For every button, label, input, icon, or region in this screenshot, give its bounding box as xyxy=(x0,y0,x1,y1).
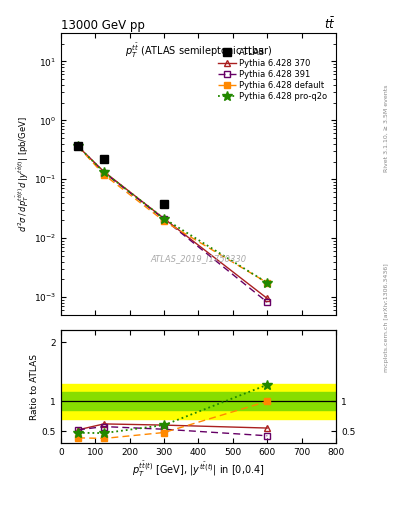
Text: Rivet 3.1.10, ≥ 3.5M events: Rivet 3.1.10, ≥ 3.5M events xyxy=(384,84,389,172)
Pythia 6.428 pro-q2o xyxy=(76,143,81,150)
Line: Pythia 6.428 391: Pythia 6.428 391 xyxy=(75,143,270,305)
Pythia 6.428 default xyxy=(76,143,81,150)
Y-axis label: $d^2\sigma\,/\,dp_T^{t\bar{t}(t)}\,d\,|y^{t\bar{t}(t)}|$ [pb/GeV]: $d^2\sigma\,/\,dp_T^{t\bar{t}(t)}\,d\,|y… xyxy=(14,116,31,232)
Pythia 6.428 pro-q2o xyxy=(101,169,106,175)
Pythia 6.428 default xyxy=(265,280,270,286)
Pythia 6.428 370 xyxy=(265,295,270,302)
Pythia 6.428 391 xyxy=(162,216,167,222)
Pythia 6.428 370 xyxy=(162,216,167,222)
X-axis label: $p_T^{t\bar{t}(t)}$ [GeV], $|y^{t\bar{t}(t)}|$ in [0,0.4]: $p_T^{t\bar{t}(t)}$ [GeV], $|y^{t\bar{t}… xyxy=(132,459,265,479)
Pythia 6.428 default xyxy=(162,218,167,224)
Pythia 6.428 391 xyxy=(101,169,106,176)
Text: ATLAS_2019_I1750330: ATLAS_2019_I1750330 xyxy=(151,254,246,263)
ATLAS xyxy=(76,143,81,150)
Pythia 6.428 391 xyxy=(76,143,81,150)
Pythia 6.428 370 xyxy=(76,143,81,150)
Legend: ATLAS, Pythia 6.428 370, Pythia 6.428 391, Pythia 6.428 default, Pythia 6.428 pr: ATLAS, Pythia 6.428 370, Pythia 6.428 39… xyxy=(216,46,329,102)
Line: Pythia 6.428 370: Pythia 6.428 370 xyxy=(75,143,271,302)
Y-axis label: Ratio to ATLAS: Ratio to ATLAS xyxy=(30,354,39,419)
Line: Pythia 6.428 pro-q2o: Pythia 6.428 pro-q2o xyxy=(73,142,272,288)
Text: mcplots.cern.ch [arXiv:1306.3436]: mcplots.cern.ch [arXiv:1306.3436] xyxy=(384,263,389,372)
Line: Pythia 6.428 default: Pythia 6.428 default xyxy=(75,144,270,286)
Text: 13000 GeV pp: 13000 GeV pp xyxy=(61,19,145,32)
Pythia 6.428 370 xyxy=(101,168,106,175)
Pythia 6.428 default xyxy=(101,172,106,178)
ATLAS xyxy=(162,201,167,207)
Text: $t\bar{t}$: $t\bar{t}$ xyxy=(325,17,336,32)
ATLAS xyxy=(101,156,106,162)
Pythia 6.428 pro-q2o xyxy=(162,216,167,222)
Pythia 6.428 391 xyxy=(265,299,270,305)
Line: ATLAS: ATLAS xyxy=(74,143,168,208)
Text: $p_T^{t\bar{t}}$ (ATLAS semileptonic ttbar): $p_T^{t\bar{t}}$ (ATLAS semileptonic ttb… xyxy=(125,42,272,60)
Pythia 6.428 pro-q2o xyxy=(265,280,270,286)
